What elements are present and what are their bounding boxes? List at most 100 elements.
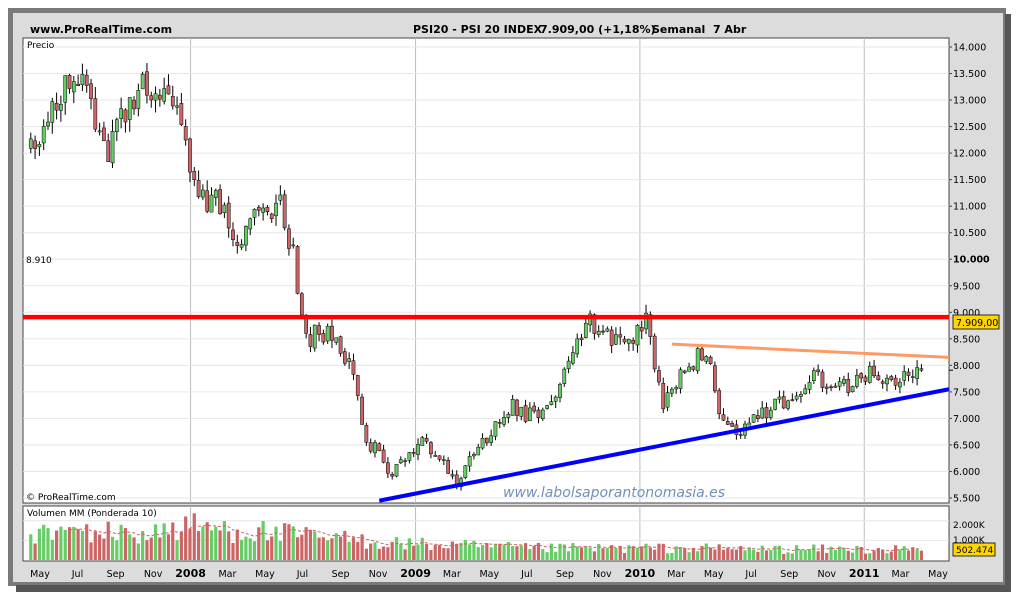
candle-down — [833, 385, 838, 388]
volume-bar — [790, 553, 794, 560]
candle-down — [446, 459, 450, 474]
volume-bar — [252, 541, 257, 560]
volume-bar — [713, 549, 717, 560]
candle-up — [695, 348, 700, 372]
candle-up — [334, 337, 339, 343]
candle-up — [407, 452, 412, 461]
candle-down — [657, 370, 661, 383]
candle-up — [502, 417, 506, 425]
candle-up — [37, 144, 42, 148]
volume-bar — [480, 545, 485, 560]
volume-bar — [209, 530, 214, 560]
volume-bar — [476, 547, 480, 560]
candle-up — [175, 105, 179, 108]
volume-bar — [463, 539, 467, 560]
candle-up — [626, 339, 631, 344]
volume-bar — [829, 546, 833, 560]
candle-up — [678, 369, 683, 389]
x-tick-label: May — [704, 569, 724, 580]
volume-bar — [622, 553, 627, 560]
volume-bar — [347, 541, 351, 560]
candle-up — [325, 325, 330, 342]
instrument-name: PSI20 - PSI 20 INDEX — [413, 23, 543, 36]
volume-bar — [149, 537, 153, 560]
volume-bar — [868, 553, 872, 560]
volume-bar — [855, 545, 859, 560]
volume-bar — [334, 533, 338, 560]
candle-up — [119, 108, 123, 119]
candle-down — [618, 334, 623, 338]
candle-down — [282, 194, 287, 229]
last-price-change: 7.909,00 (+1,18%) — [540, 23, 656, 36]
candle-up — [433, 455, 438, 457]
volume-bar — [145, 540, 149, 560]
volume-bar — [317, 537, 321, 560]
volume-bar — [657, 543, 661, 560]
copyright-text: © ProRealTime.com — [26, 493, 116, 503]
volume-bar — [859, 546, 863, 560]
volume-bar — [782, 553, 786, 560]
volume-bar — [369, 543, 373, 560]
candle-down — [179, 103, 184, 125]
volume-bar — [399, 544, 403, 560]
candle-up — [252, 208, 257, 218]
price-tick-label: 14.000 — [953, 43, 986, 54]
volume-bar — [631, 546, 635, 560]
candle-down — [523, 405, 528, 422]
candle-up — [506, 413, 511, 418]
volume-bar — [777, 545, 782, 560]
volume-bar — [343, 530, 347, 560]
resistance-level-label: 8.910 — [26, 256, 52, 266]
candle-down — [717, 390, 722, 414]
price-tick-label: 13.000 — [953, 96, 986, 107]
volume-bar — [240, 539, 244, 560]
timeframe-date: Semanal 7 Abr — [652, 23, 747, 36]
x-tick-label: Mar — [892, 569, 910, 580]
price-tick-label: 11.500 — [953, 175, 986, 186]
volume-bar — [820, 544, 825, 560]
candle-up — [898, 381, 902, 388]
candle-up — [162, 88, 167, 102]
volume-bar — [192, 513, 196, 560]
volume-bar — [141, 531, 145, 560]
volume-bar — [364, 548, 368, 560]
candle-up — [768, 409, 773, 418]
volume-bar — [566, 551, 571, 560]
candle-up — [777, 396, 782, 400]
last-price-box-label: 7.909,00 — [956, 318, 998, 329]
candle-up — [553, 396, 558, 402]
candle-down — [368, 442, 373, 452]
candle-down — [343, 351, 347, 364]
candle-up — [59, 103, 63, 111]
volume-bar — [50, 539, 54, 560]
candle-down — [321, 333, 326, 343]
volume-bar — [717, 544, 721, 560]
candle-up — [605, 328, 610, 332]
volume-bar — [674, 546, 678, 560]
price-tick-label: 9.500 — [953, 281, 980, 292]
candle-up — [786, 400, 790, 409]
candle-down — [54, 102, 59, 111]
volume-bar — [274, 526, 278, 560]
candle-down — [265, 206, 270, 212]
volume-bar — [119, 524, 123, 560]
candle-down — [738, 434, 743, 436]
volume-bar — [188, 528, 192, 560]
candle-down — [876, 375, 881, 381]
candle-down — [183, 126, 188, 141]
candle-up — [562, 368, 567, 384]
candle-up — [213, 190, 218, 198]
candle-up — [261, 207, 265, 213]
last-volume-box — [952, 542, 996, 557]
candle-down — [76, 83, 80, 87]
candle-up — [114, 119, 119, 133]
candle-down — [730, 423, 734, 427]
candle-down — [170, 95, 175, 107]
candle-up — [373, 442, 377, 454]
candle-up — [528, 407, 532, 422]
price-tick-label: 10.500 — [953, 228, 986, 239]
candle-up — [583, 323, 588, 338]
price-panel — [22, 37, 950, 504]
x-tick-label: 2010 — [625, 567, 656, 580]
